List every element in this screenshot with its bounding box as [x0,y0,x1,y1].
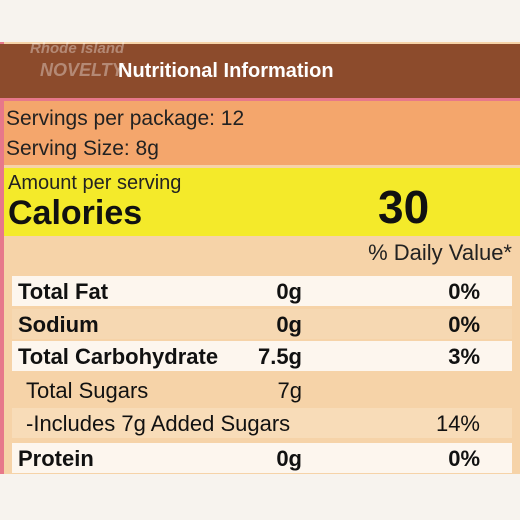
calories-value: 30 [378,181,430,233]
nutrient-dv: 3% [448,344,480,369]
servings-band [4,101,520,165]
nutrient-dv: 0% [448,279,480,304]
header-band [0,44,520,101]
nutrient-amount: 0g [276,279,302,304]
header-title: Nutritional Information [118,60,334,82]
servings-per-package: Servings per package: 12 [6,107,245,130]
nutrient-name: Sodium [18,312,99,337]
nutrient-name: Total Carbohydrate [18,344,219,369]
nutrient-name: Total Sugars [26,378,149,403]
nutrient-row: Total Carbohydrate 7.5g 3% [12,341,512,371]
daily-value-header: % Daily Value* [368,240,512,265]
nutrient-name: Protein [18,446,94,471]
nutrient-name: Total Fat [18,279,109,304]
nutrient-row: -Includes 7g Added Sugars 14% [12,408,512,438]
nutrient-amount: 0g [276,446,302,471]
serving-size: Serving Size: 8g [6,137,159,160]
nutrient-row: Protein 0g 0% [12,443,512,473]
watermark: Rhode Island [30,40,125,57]
nutrient-row: Sodium 0g 0% [12,309,512,339]
nutrient-row: Total Fat 0g 0% [12,276,512,306]
calories-label: Calories [8,194,143,232]
nutrient-row: Total Sugars 7g [12,375,512,405]
nutrient-dv: 0% [448,312,480,337]
nutrient-amount: 7.5g [257,344,302,369]
amount-label: Amount per serving [8,172,182,194]
calories-band [4,168,520,236]
nutrient-dv: 14% [435,411,480,436]
nutrient-dv: 0% [448,446,480,471]
nutrient-name: -Includes 7g Added Sugars [26,411,291,436]
nutrient-amount: 7g [277,378,302,403]
watermark: NOVELTY [40,60,124,80]
nutrient-amount: 0g [276,312,302,337]
